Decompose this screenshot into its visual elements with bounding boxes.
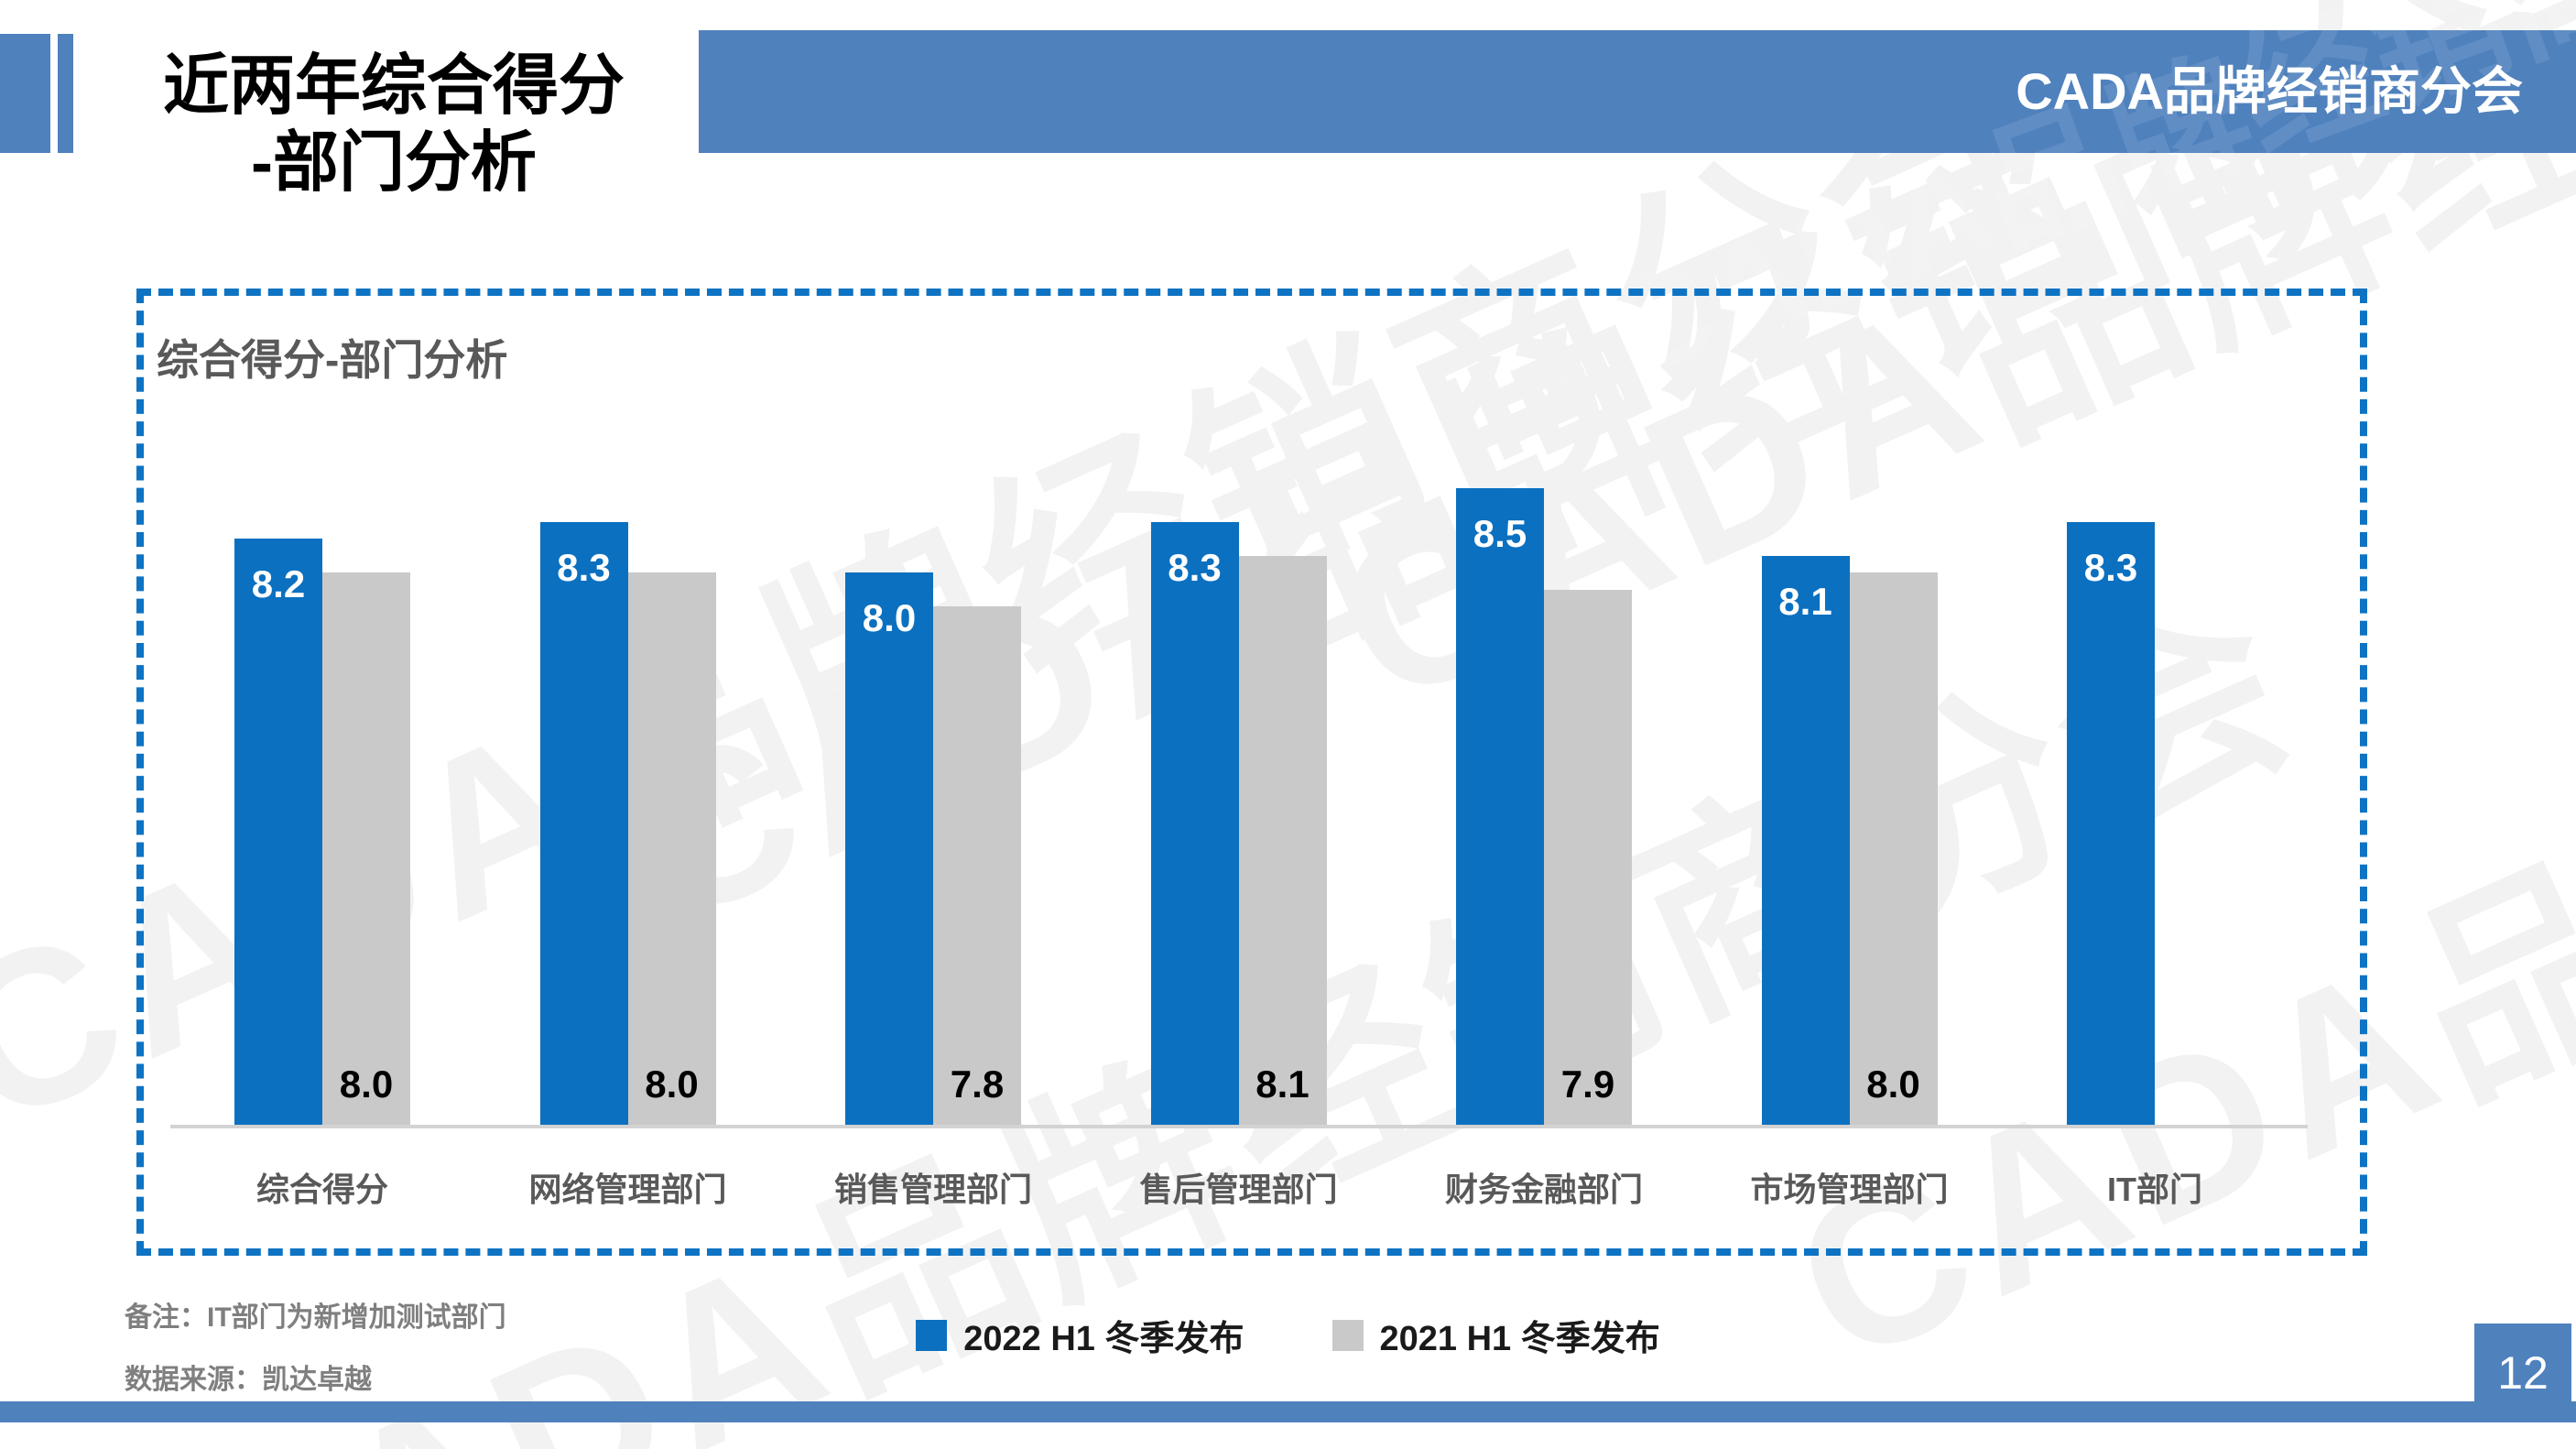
- bar-2021-3: [1238, 555, 1327, 1127]
- category-label-1: 网络管理部门: [528, 1171, 727, 1208]
- bottom-accent-band: [0, 1401, 2576, 1422]
- bar-value-2022-1: 8.3: [557, 545, 611, 589]
- bar-value-2022-5: 8.1: [1778, 579, 1832, 623]
- bar-2022-2: [845, 572, 933, 1127]
- bar-value-2021-2: 7.8: [950, 1062, 1005, 1106]
- page-number-badge: 12: [2474, 1324, 2571, 1422]
- bar-value-2022-6: 8.3: [2083, 545, 2138, 589]
- chart-legend: 2022 H1 冬季发布 2021 H1 冬季发布: [0, 1310, 2576, 1360]
- chart-dashed-box: 综合得分-部门分析 8.2 8.0 8.3 8.0 8.0 7.8 8.3 8.1 8.5 7.9…: [136, 289, 2367, 1256]
- legend-item-1: 2021 H1 冬季发布: [1331, 1310, 1660, 1360]
- slide-title-line1: 近两年综合得分: [162, 49, 625, 123]
- legend-label: 2021 H1 冬季发布: [1379, 1320, 1660, 1358]
- bar-2021-2: [933, 606, 1021, 1127]
- slide-title-line2: -部门分析: [251, 126, 537, 200]
- x-axis-line: [170, 1125, 2308, 1128]
- bar-value-2021-5: 8.0: [1866, 1062, 1920, 1106]
- bar-value-2021-3: 8.1: [1255, 1062, 1310, 1106]
- category-label-5: 市场管理部门: [1750, 1171, 1949, 1208]
- category-label-2: 销售管理部门: [833, 1171, 1032, 1208]
- bar-2022-6: [2067, 521, 2155, 1127]
- banner-title: CADA品牌经销商分会: [2016, 62, 2523, 120]
- category-label-0: 综合得分: [255, 1171, 388, 1208]
- bar-2021-1: [627, 572, 716, 1127]
- category-label-6: IT部门: [2107, 1171, 2202, 1208]
- bar-value-2022-2: 8.0: [862, 596, 917, 640]
- footnote-remark: 备注：IT部门为新增加测试部门: [125, 1302, 506, 1333]
- category-label-4: 财务金融部门: [1444, 1171, 1643, 1208]
- header-banner: CADA品牌经销商分会 CADA品牌经销商分会: [699, 0, 2576, 409]
- left-accent-bar-wide: [0, 34, 50, 153]
- bar-value-2021-1: 8.0: [645, 1062, 699, 1106]
- bar-2021-5: [1849, 572, 1938, 1127]
- bar-2022-4: [1456, 487, 1544, 1127]
- bar-value-2022-4: 8.5: [1473, 511, 1527, 555]
- legend-item-0: 2022 H1 冬季发布: [916, 1310, 1245, 1360]
- bar-2022-1: [539, 521, 628, 1127]
- bar-2022-5: [1761, 555, 1850, 1127]
- bar-2021-0: [322, 572, 410, 1127]
- legend-swatch-icon: [1331, 1319, 1364, 1351]
- footnote-source: 数据来源：凯达卓越: [125, 1365, 372, 1395]
- bar-2022-0: [234, 539, 322, 1127]
- chart-title: 综合得分-部门分析: [157, 336, 508, 384]
- left-accent-bar-narrow: [58, 34, 73, 153]
- bar-value-2022-3: 8.3: [1168, 545, 1222, 589]
- bar-2022-3: [1150, 521, 1239, 1127]
- bar-2021-4: [1544, 589, 1632, 1127]
- bar-value-2021-0: 8.0: [339, 1062, 394, 1106]
- legend-label: 2022 H1 冬季发布: [963, 1320, 1245, 1358]
- category-label-3: 售后管理部门: [1139, 1171, 1338, 1208]
- legend-swatch-icon: [916, 1319, 948, 1351]
- bar-value-2021-4: 7.9: [1560, 1062, 1615, 1106]
- slide-title: 近两年综合得分 -部门分析: [119, 48, 668, 202]
- bar-value-2022-0: 8.2: [251, 562, 306, 606]
